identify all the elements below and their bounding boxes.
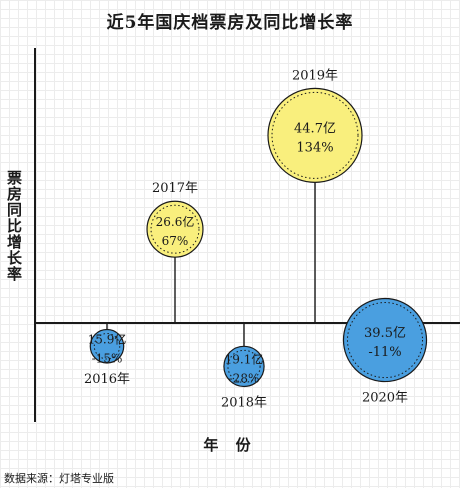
- growth-label-2020: -11%: [368, 345, 401, 360]
- bubble-dots-2019: [271, 91, 359, 179]
- box-office-label-2016: 15.9亿: [88, 331, 127, 346]
- y-axis-label: 票房同比增长率: [5, 170, 23, 282]
- box-office-label-2020: 39.5亿: [364, 326, 406, 341]
- bubble-dots-2017: [150, 204, 200, 254]
- year-label-2017: 2017年: [152, 181, 198, 196]
- x-axis-label: 年 份: [203, 436, 257, 454]
- bubble-dots-2020: [346, 302, 424, 379]
- bubble-dots-2016: [93, 333, 121, 360]
- box-office-label-2019: 44.7亿: [294, 121, 336, 136]
- chart-title: 近5年国庆档票房及同比增长率: [106, 13, 354, 33]
- year-label-2019: 2019年: [292, 68, 338, 83]
- growth-label-2016: -15%: [92, 351, 123, 365]
- year-label-2016: 2016年: [84, 372, 130, 387]
- bubble-2017: [146, 200, 204, 258]
- bubble-2020: [342, 297, 428, 383]
- bubble-2016: [89, 328, 125, 364]
- growth-label-2017: 67%: [162, 234, 189, 248]
- growth-label-2018: -28%: [229, 371, 260, 385]
- growth-label-2019: 134%: [296, 140, 333, 155]
- box-office-label-2017: 26.6亿: [156, 214, 195, 229]
- data-source-note: 数据来源：灯塔专业版: [4, 472, 114, 485]
- bubble-2019: [267, 87, 363, 183]
- bubble-dots-2018: [227, 349, 261, 383]
- box-office-label-2018: 19.1亿: [225, 351, 264, 366]
- year-label-2020: 2020年: [362, 391, 408, 406]
- bubble-2018: [223, 345, 265, 388]
- year-label-2018: 2018年: [221, 395, 267, 410]
